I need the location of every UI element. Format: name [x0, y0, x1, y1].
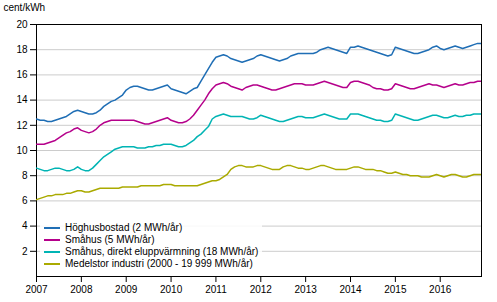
- svg-text:14: 14: [16, 94, 28, 105]
- html-text:Medelstor industri (2000 - 19: Medelstor industri (2000 - 19 999 MWh/år…: [65, 258, 253, 269]
- html-text:Småhus (5 MWh/år): Småhus (5 MWh/år): [65, 234, 155, 245]
- svg-text:2012: 2012: [250, 284, 273, 295]
- svg-text:16: 16: [16, 69, 28, 80]
- svg-text:2015: 2015: [384, 284, 407, 295]
- html-text:Höghusbostad (2 MWh/år): Höghusbostad (2 MWh/år): [65, 222, 183, 233]
- svg-text:2013: 2013: [295, 284, 318, 295]
- svg-text:2008: 2008: [70, 284, 93, 295]
- svg-text:20: 20: [16, 19, 28, 30]
- svg-text:2016: 2016: [429, 284, 452, 295]
- svg-text:18: 18: [16, 44, 28, 55]
- svg-text:10: 10: [16, 145, 28, 156]
- svg-text:2014: 2014: [339, 284, 362, 295]
- svg-text:6: 6: [22, 195, 28, 206]
- svg-text:12: 12: [16, 120, 28, 131]
- svg-text:2011: 2011: [205, 284, 227, 295]
- html-text:Småhus, direkt eluppvärmning (: Småhus, direkt eluppvärmning (18 MWh/år): [65, 246, 259, 257]
- svg-text:2: 2: [22, 246, 28, 257]
- svg-text:2009: 2009: [115, 284, 138, 295]
- svg-text:8: 8: [22, 170, 28, 181]
- svg-text:4: 4: [22, 220, 28, 231]
- svg-text:cent/kWh: cent/kWh: [4, 2, 46, 13]
- svg-text:2007: 2007: [25, 284, 48, 295]
- svg-text:2010: 2010: [160, 284, 183, 295]
